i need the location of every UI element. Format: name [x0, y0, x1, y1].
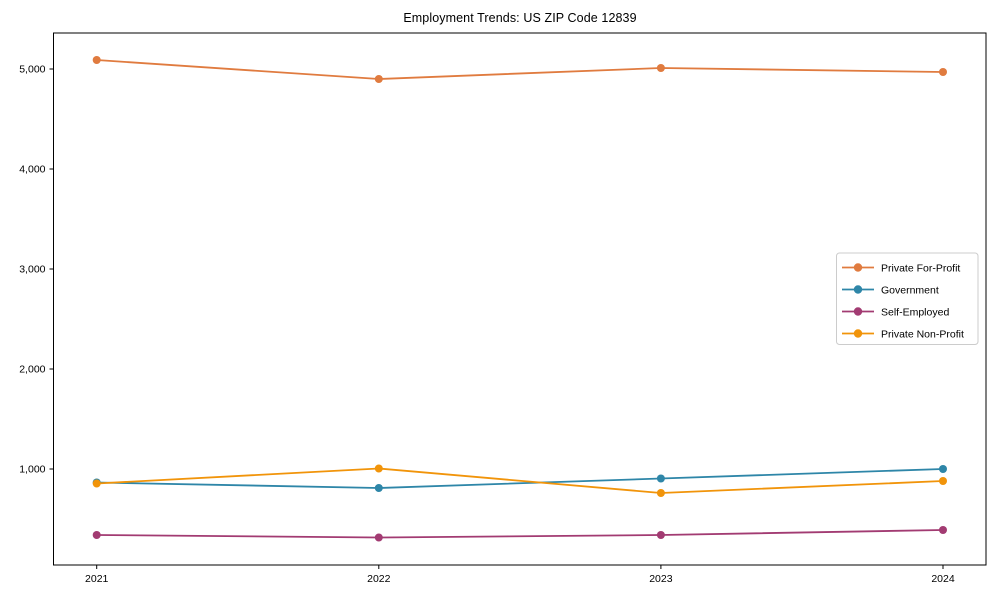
plot-frame [53, 32, 987, 566]
data-point-private-for-profit-2023 [656, 64, 665, 72]
legend-label-private-for-profit: Private For-Profit [881, 262, 960, 274]
series-line-private-non-profit [95, 467, 944, 494]
x-tick-label: 2022 [367, 573, 391, 585]
series-line-government [95, 468, 944, 489]
data-point-private-non-profit-2024 [939, 477, 947, 485]
data-point-self-employed-2022 [374, 533, 383, 542]
y-tick-label: 4,000 [19, 164, 45, 176]
y-tick-label: 3,000 [19, 264, 45, 276]
x-tick-label: 2024 [931, 573, 955, 585]
y-tick-label: 2,000 [19, 364, 45, 376]
data-point-private-non-profit-2022 [374, 464, 383, 473]
legend-marker-self-employed [853, 307, 863, 316]
chart-title: Employment Trends: US ZIP Code 12839 [403, 11, 637, 25]
y-tick-label: 5,000 [19, 64, 45, 76]
data-point-private-non-profit-2023 [656, 489, 665, 497]
data-point-government-2024 [939, 465, 947, 473]
data-point-private-for-profit-2024 [939, 68, 947, 76]
data-point-private-for-profit-2022 [374, 75, 383, 83]
legend-label-private-non-profit: Private Non-Profit [881, 328, 964, 340]
x-tick-label: 2021 [85, 573, 109, 585]
data-point-self-employed-2024 [939, 526, 947, 534]
data-point-self-employed-2023 [656, 531, 665, 539]
legend-label-government: Government [881, 284, 939, 296]
series-line-private-for-profit [95, 59, 944, 80]
data-point-self-employed-2021 [92, 531, 101, 539]
legend-label-self-employed: Self-Employed [881, 306, 949, 318]
legend-marker-private-non-profit [853, 329, 863, 338]
series-line-self-employed [95, 529, 944, 539]
x-tick-label: 2023 [649, 573, 673, 585]
legend-box [836, 252, 979, 345]
data-point-government-2023 [656, 474, 665, 483]
data-point-private-non-profit-2021 [92, 479, 101, 488]
legend-marker-government [853, 285, 863, 294]
data-point-private-for-profit-2021 [92, 56, 101, 64]
y-tick-label: 1,000 [19, 464, 45, 476]
legend-marker-private-for-profit [853, 263, 863, 272]
data-point-government-2022 [374, 484, 383, 492]
